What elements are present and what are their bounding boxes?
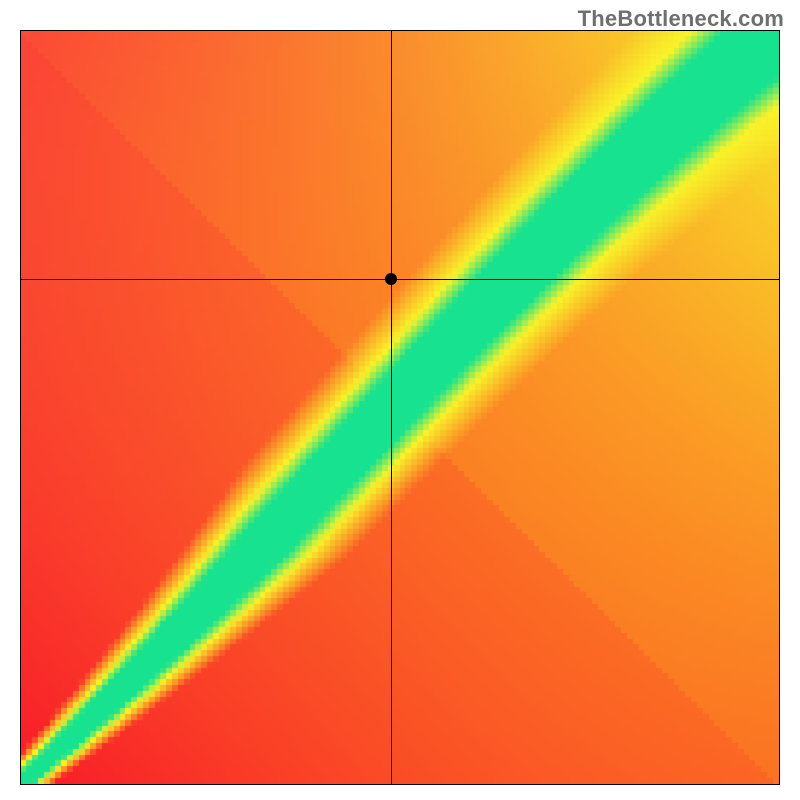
marker-dot <box>385 273 397 285</box>
crosshair-horizontal <box>21 279 779 280</box>
heatmap-canvas <box>21 31 779 784</box>
watermark-text: TheBottleneck.com <box>578 6 784 32</box>
crosshair-vertical <box>391 31 392 784</box>
heatmap-plot <box>20 30 780 785</box>
